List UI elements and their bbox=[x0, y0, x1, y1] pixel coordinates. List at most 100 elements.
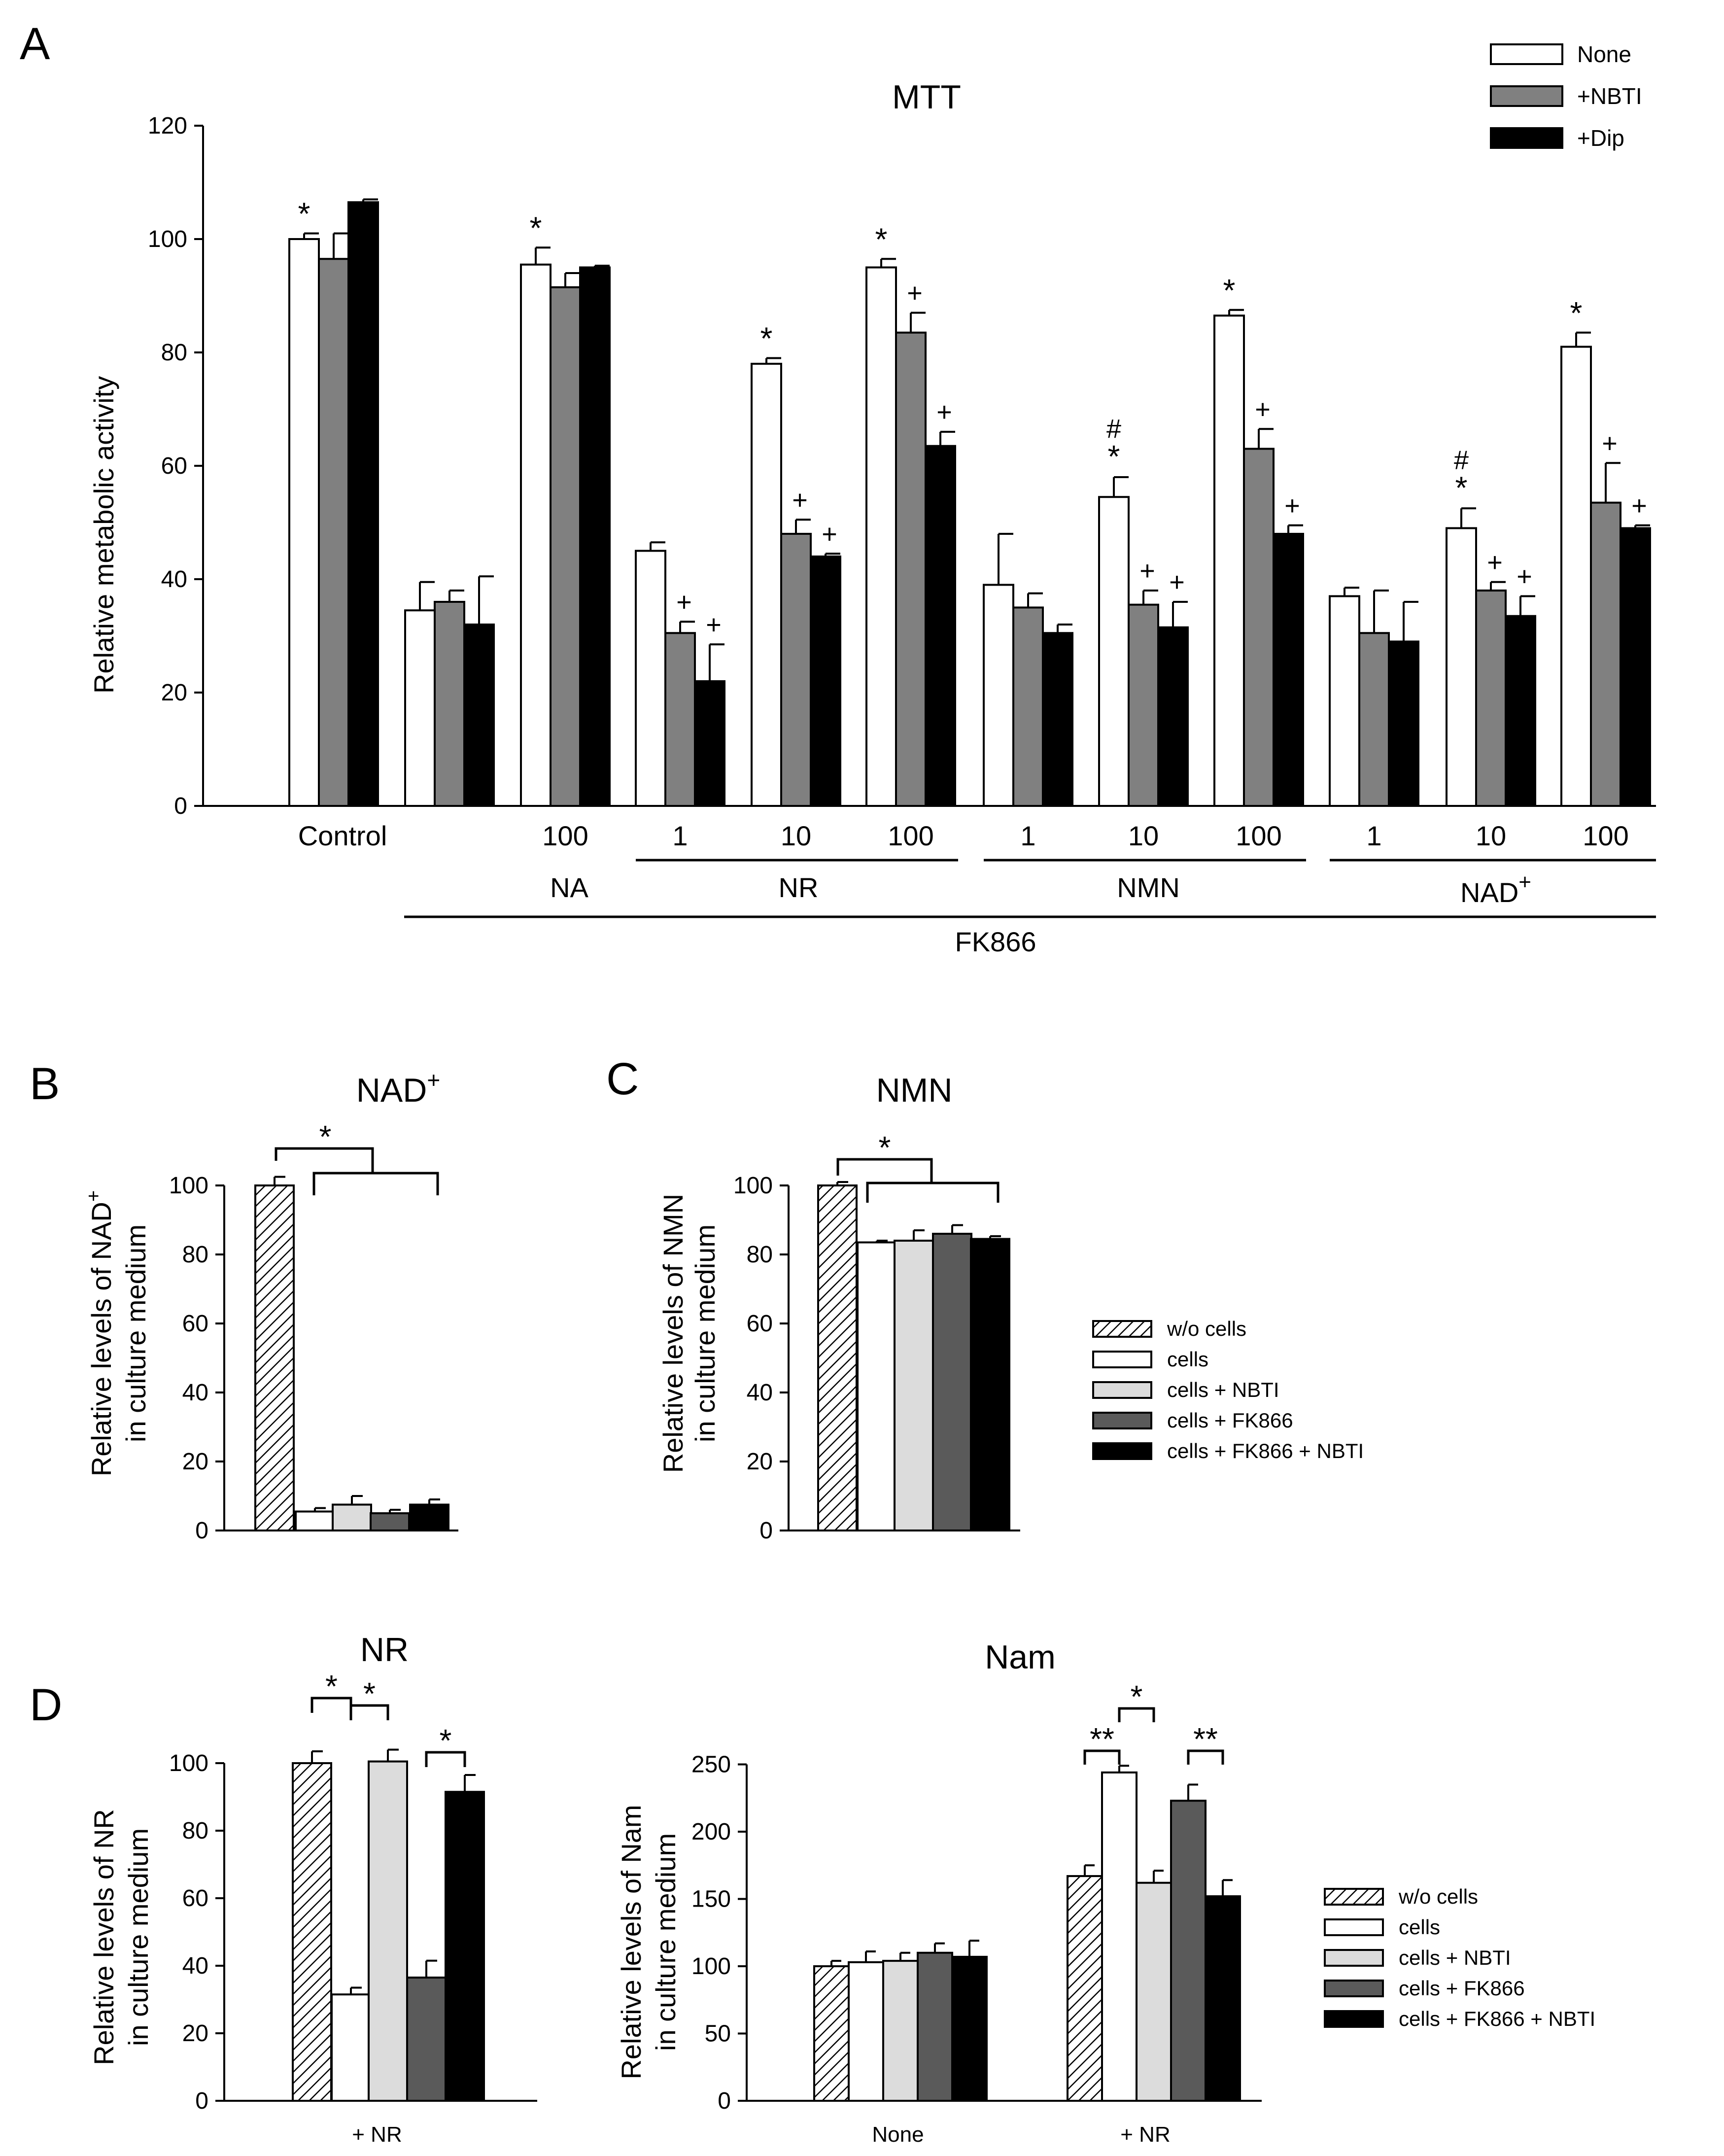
nmn-bar-3 bbox=[932, 1233, 972, 1531]
nad-significance-bracket bbox=[275, 1147, 439, 1195]
nad-bar-1 bbox=[295, 1510, 335, 1531]
chart-mtt: MTT Relative metabolic activity 0 20 40 60 8… bbox=[88, 78, 1656, 957]
nmn-bar-0 bbox=[817, 1184, 858, 1531]
mtt-sig-plus: + bbox=[1631, 491, 1647, 521]
nam-x-label-0: None bbox=[872, 2122, 924, 2147]
nad-y-tick-label: 60 bbox=[182, 1311, 208, 1337]
mtt-bar-4-2 bbox=[810, 556, 841, 807]
mtt-bar-11-1 bbox=[1590, 501, 1621, 807]
nam-y-tick-label: 0 bbox=[718, 2088, 731, 2114]
mtt-group-label-nad-text: NAD bbox=[1460, 877, 1518, 908]
nr-y-tick-label: 40 bbox=[182, 1953, 208, 1979]
legend-bottom-swatch-2 bbox=[1324, 1949, 1384, 1967]
nmn-bar-4 bbox=[970, 1238, 1010, 1531]
nam-y-tick-label: 50 bbox=[705, 2021, 731, 2047]
nmn-y-tick-label: 100 bbox=[733, 1173, 773, 1199]
nam-bracket-2 bbox=[1187, 1749, 1224, 1765]
mtt-bar-1-0 bbox=[404, 609, 436, 807]
legend-top-swatch-0 bbox=[1092, 1320, 1152, 1338]
legend-swatch-2 bbox=[1490, 127, 1563, 149]
legend-bottom-swatch-4 bbox=[1324, 2010, 1384, 2028]
mtt-y-tick-label: 0 bbox=[174, 793, 187, 819]
mtt-x-label-8: 100 bbox=[1236, 820, 1281, 851]
legend-top-swatch-2 bbox=[1092, 1381, 1152, 1399]
nr-bracket-2 bbox=[425, 1751, 466, 1767]
mtt-x-label-2: 100 bbox=[542, 820, 588, 851]
mtt-sig-plus: + bbox=[1517, 562, 1532, 591]
nr-bracket-1 bbox=[349, 1704, 389, 1720]
y-axis-label-nr: Relative levels of NR bbox=[88, 1809, 119, 2065]
mtt-bar-0-0 bbox=[288, 238, 320, 807]
nmn-bar-2 bbox=[894, 1240, 934, 1531]
legend-label-2: +Dip bbox=[1577, 125, 1624, 151]
mtt-bar-7-2 bbox=[1157, 626, 1189, 807]
nad-bar-2 bbox=[332, 1503, 372, 1531]
legend-top-swatch-1 bbox=[1092, 1351, 1152, 1368]
panel-letter-c: C bbox=[606, 1054, 639, 1104]
mtt-sig-plus: + bbox=[1284, 491, 1300, 521]
nmn-significance-bracket bbox=[836, 1158, 1000, 1203]
y-axis-label-nam-line2: in culture medium bbox=[650, 1833, 681, 2051]
mtt-bar-2-1 bbox=[550, 286, 581, 807]
chart-title-nr: NR bbox=[360, 1631, 409, 1669]
mtt-bar-6-0 bbox=[983, 584, 1014, 807]
mtt-bar-11-0 bbox=[1560, 346, 1592, 807]
nam-bar-0-3 bbox=[917, 1951, 953, 2102]
mtt-bar-3-0 bbox=[635, 550, 666, 807]
nam-y-tick-label: 200 bbox=[691, 1819, 731, 1845]
nr-y-tick-label: 20 bbox=[182, 2020, 208, 2047]
mtt-bar-8-1 bbox=[1243, 448, 1275, 807]
nam-bar-0-0 bbox=[813, 1965, 850, 2102]
mtt-sig-star: * bbox=[760, 321, 773, 356]
nmn-y-tick-label: 80 bbox=[747, 1242, 773, 1268]
legend-bottom-label-3: cells + FK866 bbox=[1399, 1977, 1525, 2000]
mtt-bar-8-0 bbox=[1213, 314, 1245, 807]
chart-nad: NAD+ Relative levels of NAD+ in culture … bbox=[83, 1067, 458, 1544]
legend-label-0: None bbox=[1577, 41, 1631, 67]
nr-x-label: + NR bbox=[352, 2122, 402, 2147]
nam-bar-1-2 bbox=[1136, 1881, 1172, 2102]
mtt-bar-3-1 bbox=[664, 632, 696, 807]
mtt-sig-plus: + bbox=[1255, 394, 1271, 424]
nmn-y-tick-label: 0 bbox=[759, 1518, 773, 1544]
nam-bar-0-4 bbox=[951, 1955, 988, 2102]
mtt-bar-2-2 bbox=[579, 266, 611, 807]
mtt-x-label-4: 10 bbox=[781, 820, 811, 851]
mtt-bar-1-2 bbox=[463, 624, 495, 807]
nr-bracket-label-1: * bbox=[363, 1676, 376, 1711]
mtt-sig-plus: + bbox=[1602, 428, 1618, 458]
mtt-x-label-11: 100 bbox=[1583, 820, 1628, 851]
mtt-y-tick-label: 60 bbox=[161, 453, 187, 479]
legend-bottom-label-0: w/o cells bbox=[1398, 1885, 1478, 1908]
nam-y-tick-label: 100 bbox=[691, 1953, 731, 1980]
chart-title-mtt: MTT bbox=[892, 78, 961, 116]
nr-y-tick-label: 80 bbox=[182, 1818, 208, 1844]
mtt-bar-5-2 bbox=[925, 445, 956, 807]
mtt-bar-9-2 bbox=[1388, 640, 1419, 807]
nad-y-tick-label: 20 bbox=[182, 1449, 208, 1475]
chart-nmn: NMN Relative levels of NMN in culture me… bbox=[657, 1072, 1020, 1544]
legend-label-1: +NBTI bbox=[1577, 83, 1642, 109]
y-axis-label-nad: Relative levels of NAD+ bbox=[83, 1190, 117, 1476]
nr-bar-0 bbox=[292, 1762, 332, 2102]
mtt-bar-0-1 bbox=[318, 258, 349, 807]
mtt-bar-9-1 bbox=[1358, 632, 1390, 807]
nr-bar-1 bbox=[331, 1993, 371, 2102]
mtt-sig-plus: + bbox=[1169, 567, 1185, 597]
nam-bracket-0 bbox=[1083, 1749, 1121, 1765]
mtt-sig-star: * bbox=[298, 196, 310, 232]
y-axis-label-nad-line2: in culture medium bbox=[120, 1224, 151, 1442]
nam-bracket-label-1: * bbox=[1131, 1679, 1143, 1714]
mtt-x-label-10: 10 bbox=[1476, 820, 1506, 851]
y-axis-label-mtt: Relative metabolic activity bbox=[88, 376, 119, 694]
legend-mtt: None +NBTI +Dip bbox=[1490, 41, 1642, 151]
mtt-bar-6-1 bbox=[1012, 606, 1044, 807]
legend-swatch-0 bbox=[1490, 43, 1563, 65]
mtt-sig-star: * bbox=[875, 221, 888, 257]
nam-y-tick-label: 250 bbox=[691, 1752, 731, 1778]
nam-bar-1-1 bbox=[1101, 1771, 1138, 2102]
nr-y-tick-label: 60 bbox=[182, 1885, 208, 1912]
nad-bar-0 bbox=[254, 1184, 295, 1531]
nam-bracket-1 bbox=[1118, 1707, 1155, 1722]
mtt-bar-2-0 bbox=[520, 263, 552, 807]
